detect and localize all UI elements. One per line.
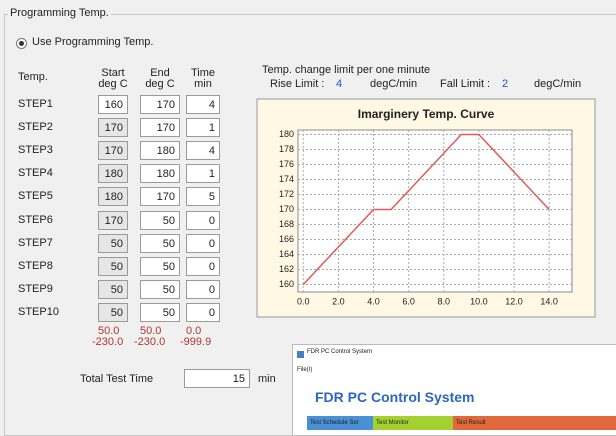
tab-bar: Test Schedule Set Test Monitor Test Result <box>307 416 616 430</box>
fall-value[interactable]: 2 <box>502 78 509 90</box>
start-input[interactable]: 170 <box>98 210 128 230</box>
start-input[interactable]: 170 <box>98 118 128 138</box>
column-header: min <box>194 78 212 90</box>
window-heading: FDR PC Control System <box>315 389 475 405</box>
y-tick-label: 180 <box>279 129 294 139</box>
y-tick-label: 162 <box>279 264 294 274</box>
y-tick-label: 164 <box>279 249 294 259</box>
x-tick-label: 12.0 <box>505 296 523 306</box>
end-input[interactable]: 50 <box>140 279 180 299</box>
x-tick-label: 6.0 <box>402 296 415 306</box>
x-tick-label: 8.0 <box>438 296 451 306</box>
start-input[interactable]: 180 <box>98 187 128 207</box>
start-input[interactable]: 180 <box>98 164 128 184</box>
step-label: STEP1 <box>18 98 53 110</box>
start-input[interactable]: 160 <box>98 95 128 114</box>
end-input[interactable]: 170 <box>140 95 180 114</box>
end-input[interactable]: 170 <box>140 118 180 138</box>
x-tick-label: 2.0 <box>332 296 345 306</box>
time-input[interactable]: 0 <box>186 302 220 322</box>
step-label: STEP5 <box>18 190 53 203</box>
y-tick-label: 174 <box>279 174 294 184</box>
limit-text: -999.9 <box>180 336 212 348</box>
limit-text: -230.0 <box>92 336 124 348</box>
time-input[interactable]: 0 <box>186 210 220 230</box>
window-icon <box>297 351 304 358</box>
limit-title: Temp. change limit per one minute <box>262 64 431 76</box>
y-tick-label: 170 <box>279 204 294 214</box>
step-label: STEP4 <box>18 167 53 180</box>
rise-value[interactable]: 4 <box>336 78 343 90</box>
step-label: STEP3 <box>18 144 53 157</box>
limit-text: 0.0 <box>186 325 202 337</box>
window-title: FDR PC Control System <box>307 349 373 355</box>
x-tick-label: 10.0 <box>470 296 488 306</box>
limit-text: 50.0 <box>98 325 120 337</box>
step-label: STEP10 <box>18 305 59 318</box>
time-input[interactable]: 5 <box>186 187 220 207</box>
window-menu[interactable]: File(I) <box>297 367 313 373</box>
radio-label[interactable]: Use Programming Temp. <box>32 36 154 48</box>
end-input[interactable]: 180 <box>140 164 180 184</box>
start-input[interactable]: 50 <box>98 302 128 322</box>
column-header: deg C <box>98 78 128 90</box>
column-header: Start <box>101 67 125 79</box>
y-tick-label: 172 <box>279 189 294 199</box>
y-tick-label: 176 <box>279 159 294 169</box>
start-input[interactable]: 50 <box>98 279 128 299</box>
y-tick-label: 166 <box>279 234 294 244</box>
time-input[interactable]: 0 <box>186 279 220 299</box>
end-input[interactable]: 50 <box>140 256 180 276</box>
y-tick-label: 160 <box>279 279 294 289</box>
time-input[interactable]: 4 <box>186 141 220 161</box>
limit-text: 50.0 <box>140 325 162 337</box>
chart-title: Imarginery Temp. Curve <box>358 107 495 121</box>
end-input[interactable]: 50 <box>140 233 180 253</box>
column-header: End <box>150 67 170 79</box>
time-input[interactable]: 1 <box>186 164 220 184</box>
y-tick-label: 168 <box>279 219 294 229</box>
step-label: STEP6 <box>18 213 53 226</box>
end-input[interactable]: 170 <box>140 187 180 207</box>
inner-window: FDR PC Control System File(I) FDR PC Con… <box>292 344 616 436</box>
time-input[interactable]: 0 <box>186 233 220 253</box>
start-input[interactable]: 50 <box>98 233 128 253</box>
group-title: Programming Temp. <box>8 7 111 19</box>
limit-text: -230.0 <box>134 336 166 348</box>
chart: Imarginery Temp. Curve 160 162 164 166 168 17… <box>256 98 596 318</box>
x-tick-label: 14.0 <box>540 296 558 306</box>
column-header: deg C <box>145 78 175 90</box>
total-input[interactable]: 15 <box>184 369 250 388</box>
total-label: Total Test Time <box>80 373 154 385</box>
start-input[interactable]: 170 <box>98 141 128 161</box>
y-tick-label: 178 <box>279 144 294 154</box>
rise-label: Rise Limit : <box>270 78 325 90</box>
start-input[interactable]: 50 <box>98 256 128 276</box>
column-header: Time <box>190 67 216 79</box>
end-input[interactable]: 50 <box>140 210 180 230</box>
fall-unit: degC/min <box>534 78 582 90</box>
tab[interactable]: Test Result <box>453 416 616 430</box>
x-tick-label: 0.0 <box>297 296 310 306</box>
time-input[interactable]: 0 <box>186 256 220 276</box>
rise-unit: degC/min <box>370 78 418 90</box>
end-input[interactable]: 180 <box>140 141 180 161</box>
temp-curve <box>302 133 550 286</box>
step-label: STEP9 <box>18 282 53 295</box>
tab[interactable]: Test Monitor <box>373 416 453 430</box>
time-input[interactable]: 4 <box>186 95 220 114</box>
column-header: Temp. <box>18 71 48 83</box>
plot-area <box>297 129 573 293</box>
fall-label: Fall Limit : <box>440 78 491 90</box>
step-label: STEP7 <box>18 236 53 249</box>
step-label: STEP8 <box>18 259 53 272</box>
total-unit: min <box>258 373 276 385</box>
end-input[interactable]: 50 <box>140 302 180 322</box>
time-input[interactable]: 1 <box>186 118 220 138</box>
x-tick-label: 4.0 <box>367 296 380 306</box>
tab[interactable]: Test Schedule Set <box>307 416 373 430</box>
step-label: STEP2 <box>18 121 53 134</box>
radio[interactable] <box>16 38 27 49</box>
